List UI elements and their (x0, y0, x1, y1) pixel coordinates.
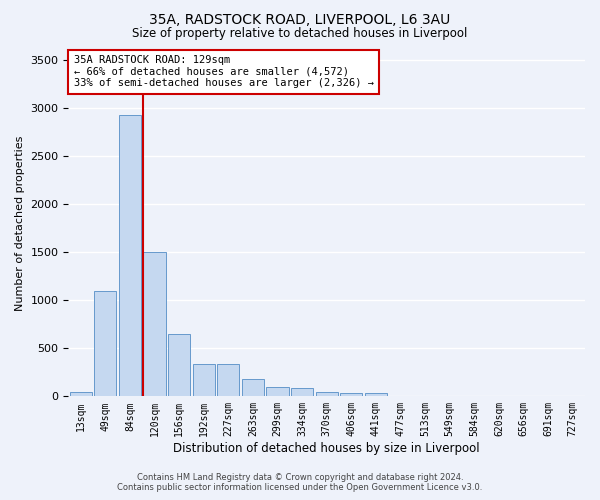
Text: 35A, RADSTOCK ROAD, LIVERPOOL, L6 3AU: 35A, RADSTOCK ROAD, LIVERPOOL, L6 3AU (149, 12, 451, 26)
Bar (217, 364, 239, 396)
Text: 35A RADSTOCK ROAD: 129sqm
← 66% of detached houses are smaller (4,572)
33% of se: 35A RADSTOCK ROAD: 129sqm ← 66% of detac… (74, 55, 374, 88)
Bar (119, 116, 141, 396)
Bar (291, 388, 313, 396)
Bar (168, 334, 190, 396)
Bar (94, 290, 116, 397)
Bar (143, 252, 166, 396)
X-axis label: Distribution of detached houses by size in Liverpool: Distribution of detached houses by size … (173, 442, 480, 455)
Bar (193, 364, 215, 396)
Text: Contains HM Land Registry data © Crown copyright and database right 2024.
Contai: Contains HM Land Registry data © Crown c… (118, 473, 482, 492)
Bar (340, 393, 362, 396)
Y-axis label: Number of detached properties: Number of detached properties (15, 136, 25, 311)
Text: Size of property relative to detached houses in Liverpool: Size of property relative to detached ho… (133, 28, 467, 40)
Bar (242, 378, 264, 396)
Bar (365, 394, 387, 396)
Bar (70, 392, 92, 396)
Bar (316, 392, 338, 396)
Bar (266, 386, 289, 396)
